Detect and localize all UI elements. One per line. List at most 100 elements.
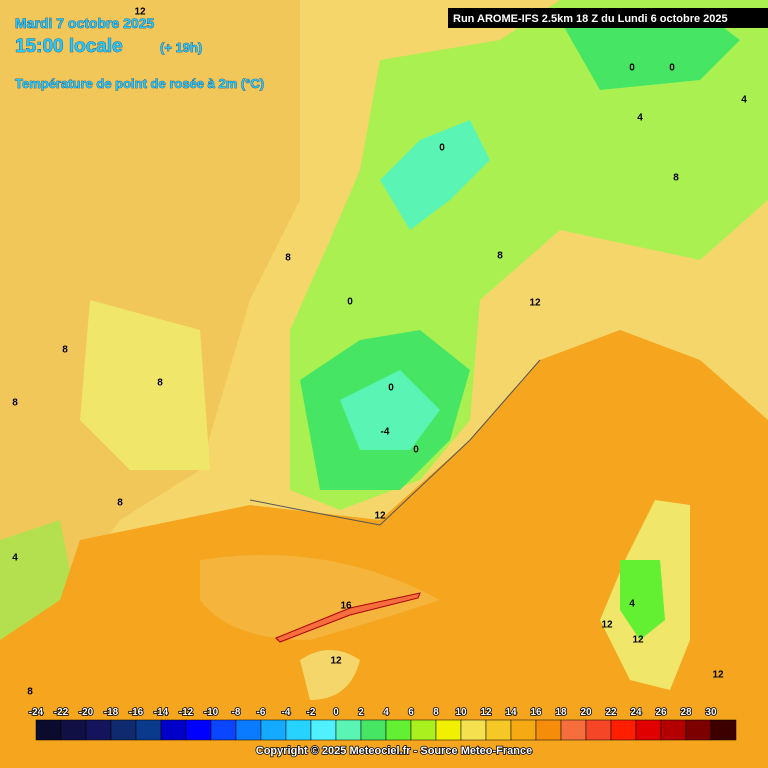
colorbar-label: 12: [480, 707, 492, 718]
colorbar-swatch: [360, 719, 387, 741]
contour-label: 12: [134, 7, 146, 18]
colorbar-swatch: [635, 719, 662, 741]
field: Température de point de rosée à 2m (°C): [15, 76, 264, 91]
contour-label: 8: [157, 378, 163, 389]
run-box: [448, 8, 768, 28]
colorbar-swatch: [485, 719, 512, 741]
colorbar-label: -18: [104, 707, 119, 718]
contour-label: 8: [117, 498, 123, 509]
colorbar-label: 6: [408, 707, 414, 718]
alps-cold: [380, 120, 490, 230]
colorbar-swatch: [335, 719, 362, 741]
time: 15:00 locale: [15, 36, 123, 57]
contour-label: 8: [285, 253, 291, 264]
contour-label: 0: [669, 63, 675, 74]
contour-label: 0: [439, 143, 445, 154]
sea-lighter: [200, 555, 440, 640]
colorbar-swatch: [310, 719, 337, 741]
contour-label: 4: [741, 95, 747, 106]
colorbar-label: 10: [455, 707, 467, 718]
sea-patch: [300, 650, 360, 700]
contour-label: 8: [12, 398, 18, 409]
colorbar-swatch: [560, 719, 587, 741]
colorbar-label: -2: [307, 707, 316, 718]
colorbar-swatch: [135, 719, 162, 741]
cold-core: [340, 370, 440, 450]
contour-label: 16: [340, 601, 352, 612]
colorbar-label: 14: [505, 707, 517, 718]
colorbar-label: -14: [154, 707, 169, 718]
contour-label: -4: [381, 427, 390, 438]
contour-label: 8: [497, 251, 503, 262]
colorbar-swatch: [210, 719, 237, 741]
colorbar-swatch: [110, 719, 137, 741]
colorbar-swatch: [385, 719, 412, 741]
colorbar-label: -10: [204, 707, 219, 718]
contour-label: 0: [388, 383, 394, 394]
land-yellow: [80, 300, 210, 470]
colorbar-swatch: [35, 719, 62, 741]
colorbar-label: 28: [680, 707, 692, 718]
contour-label: 4: [637, 113, 643, 124]
colorbar-swatch: [435, 719, 462, 741]
colorbar-swatch: [685, 719, 712, 741]
contour-label: 12: [632, 635, 644, 646]
colorbar-label: -8: [232, 707, 241, 718]
colorbar-label: 18: [555, 707, 567, 718]
colorbar-label: -6: [257, 707, 266, 718]
warm-band: [275, 592, 421, 643]
colorbar-label: 20: [580, 707, 592, 718]
colorbar-swatch: [460, 719, 487, 741]
colorbar-label: 26: [655, 707, 667, 718]
colorbar-label: 16: [530, 707, 542, 718]
footer: Copyright © 2025 Meteociel.fr - Source M…: [256, 745, 532, 757]
colorbar-swatch: [85, 719, 112, 741]
contour-label: 8: [673, 173, 679, 184]
contour-label: 12: [712, 670, 724, 681]
run: Run AROME-IFS 2.5km 18 Z du Lundi 6 octo…: [453, 13, 728, 25]
colorbar-swatch: [60, 719, 87, 741]
colorbar-label: 22: [605, 707, 617, 718]
colorbar-swatch: [585, 719, 612, 741]
colorbar-label: -12: [179, 707, 194, 718]
colorbar-label: -16: [129, 707, 144, 718]
colorbar-swatch: [535, 719, 562, 741]
colorbar-label: 2: [358, 707, 364, 718]
contour-label: 0: [413, 445, 419, 456]
contour-label: 12: [601, 620, 613, 631]
colorbar-swatch: [235, 719, 262, 741]
contour-label: 8: [62, 345, 68, 356]
colorbar-swatch: [510, 719, 537, 741]
date: Mardi 7 octobre 2025: [15, 15, 154, 31]
alps-east-green: [560, 10, 740, 90]
colorbar-swatch: [710, 719, 737, 741]
colorbar-swatch: [660, 719, 687, 741]
colorbar-swatch: [260, 719, 287, 741]
colorbar-label: -24: [29, 707, 44, 718]
contour-label: 4: [12, 553, 18, 564]
colorbar-label: -20: [79, 707, 94, 718]
colorbar-label: 30: [705, 707, 717, 718]
contour-label: 12: [330, 656, 342, 667]
coastline: [249, 359, 541, 526]
colorbar-swatch: [185, 719, 212, 741]
contour-label: 12: [374, 511, 386, 522]
sea: [0, 330, 768, 768]
contour-label: 0: [629, 63, 635, 74]
west-land: [0, 0, 300, 600]
colorbar-label: 4: [383, 707, 389, 718]
colorbar-swatch: [285, 719, 312, 741]
colorbar-label: 8: [433, 707, 439, 718]
colorbar-label: 24: [630, 707, 642, 718]
colorbar-swatch: [160, 719, 187, 741]
colorbar-swatch: [610, 719, 637, 741]
contour-label: 8: [27, 687, 33, 698]
colorbar-label: 0: [333, 707, 339, 718]
contour-label: 0: [347, 297, 353, 308]
lead: (+ 19h): [160, 40, 202, 55]
contour-label: 4: [629, 599, 635, 610]
contour-label: 12: [529, 298, 541, 309]
colorbar-swatch: [410, 719, 437, 741]
corsica-green: [620, 560, 665, 640]
